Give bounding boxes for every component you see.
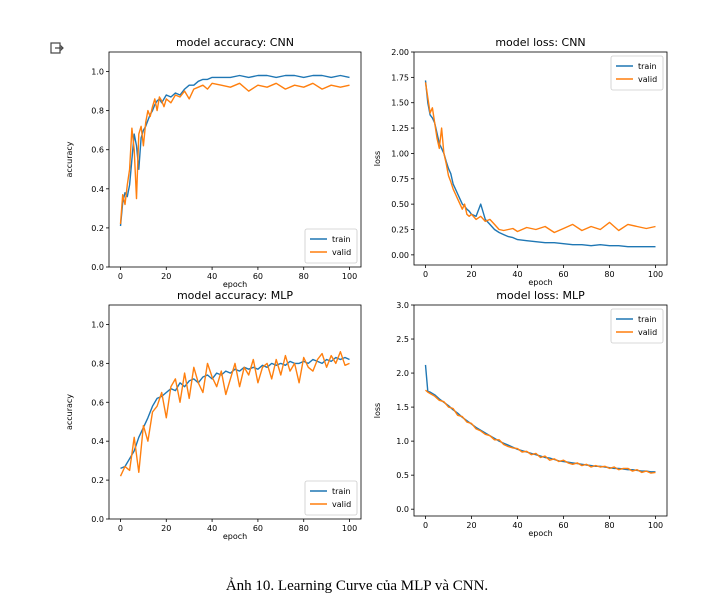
x-tick-label: 20	[466, 521, 476, 530]
y-tick-label: 1.75	[391, 73, 409, 82]
export-icon[interactable]	[50, 41, 64, 55]
legend-label-train: train	[332, 235, 351, 244]
y-tick-label: 1.50	[391, 99, 409, 108]
y-tick-label: 0.00	[391, 251, 409, 260]
y-tick-label: 1.0	[91, 320, 104, 329]
chart-mlp-loss: model loss: MLP 0 20 40 60 80 100 0.0 0.5 1.0 1.5 2…	[373, 289, 668, 538]
learning-curve-figure: model accuracy: CNN 0 20 40 60 80 100 0.0 0.2 0.4…	[65, 36, 668, 541]
x-tick-label: 60	[253, 272, 263, 281]
x-tick-label: 0	[118, 524, 123, 533]
y-tick-label: 0.0	[91, 263, 104, 272]
y-tick-label: 1.25	[391, 124, 409, 133]
series-line-valid	[424, 82, 656, 234]
y-tick-label: 0.4	[91, 437, 104, 446]
legend: train valid	[610, 308, 664, 344]
x-tick-label: 80	[299, 272, 309, 281]
y-tick-label: 3.0	[396, 301, 409, 310]
legend-label-valid: valid	[332, 248, 351, 257]
x-tick-label: 80	[299, 524, 309, 533]
series-line-train	[120, 356, 350, 470]
y-tick-label: 0.25	[391, 226, 409, 235]
y-tick-label: 1.5	[396, 403, 409, 412]
y-tick-label: 0.2	[91, 476, 104, 485]
legend-box	[610, 308, 664, 344]
legend-box	[304, 480, 358, 516]
x-axis-label: epoch	[223, 280, 247, 289]
figure-caption: Ảnh 10. Learning Curve của MLP và CNN.	[225, 578, 489, 594]
y-tick-label: 0.50	[391, 200, 409, 209]
y-tick-label: 0.5	[396, 471, 409, 480]
x-axis-label: epoch	[528, 278, 552, 287]
y-axis-label: accuracy	[65, 394, 74, 430]
legend-label-train: train	[638, 62, 657, 71]
chart-title: model accuracy: MLP	[177, 289, 293, 302]
y-tick-label: 0.8	[91, 359, 104, 368]
series-line-valid	[425, 389, 656, 474]
legend-label-valid: valid	[332, 500, 351, 509]
legend: train valid	[304, 228, 358, 264]
x-tick-label: 60	[558, 270, 568, 279]
y-tick-label: 2.5	[396, 335, 409, 344]
legend-box	[610, 55, 664, 91]
y-axis-label: accuracy	[65, 141, 74, 177]
chart-cnn-loss: model loss: CNN 0 20 40 60 80 100 0.00 0.25 0.50 0…	[373, 36, 668, 287]
chart-title: model accuracy: CNN	[176, 36, 294, 49]
legend: train valid	[304, 480, 358, 516]
x-tick-label: 60	[558, 521, 568, 530]
y-tick-label: 0.2	[91, 224, 104, 233]
legend-label-train: train	[332, 487, 351, 496]
y-axis-label: loss	[373, 403, 382, 418]
x-tick-label: 40	[207, 272, 217, 281]
chart-title: model loss: MLP	[496, 289, 585, 302]
x-tick-label: 100	[648, 270, 663, 279]
y-tick-label: 1.0	[91, 68, 104, 77]
legend-box	[304, 228, 358, 264]
x-tick-label: 100	[342, 272, 357, 281]
y-tick-label: 1.0	[396, 437, 409, 446]
x-tick-label: 20	[161, 272, 171, 281]
y-tick-label: 0.6	[91, 146, 104, 155]
x-tick-label: 0	[423, 521, 428, 530]
y-tick-label: 2.00	[391, 48, 409, 57]
series-line-valid	[119, 351, 350, 477]
export-icon-arrow	[55, 45, 64, 51]
x-axis-label: epoch	[528, 529, 552, 538]
x-tick-label: 40	[512, 521, 522, 530]
x-tick-label: 40	[512, 270, 522, 279]
y-tick-label: 2.0	[396, 369, 409, 378]
chart-title: model loss: CNN	[495, 36, 585, 49]
y-tick-label: 0.4	[91, 185, 104, 194]
x-tick-label: 80	[604, 521, 614, 530]
chart-mlp-accuracy: model accuracy: MLP 0 20 40 60 80 100 0.0 0.2 0.4…	[65, 289, 362, 541]
x-tick-label: 80	[604, 270, 614, 279]
chart-cnn-accuracy: model accuracy: CNN 0 20 40 60 80 100 0.0 0.2 0.4…	[65, 36, 362, 289]
y-axis-label: loss	[373, 151, 382, 166]
y-tick-label: 0.0	[396, 505, 409, 514]
x-tick-label: 100	[342, 524, 357, 533]
x-tick-label: 0	[423, 270, 428, 279]
y-tick-label: 0.0	[91, 515, 104, 524]
x-tick-label: 20	[161, 524, 171, 533]
x-tick-label: 60	[253, 524, 263, 533]
x-tick-label: 100	[648, 521, 663, 530]
y-tick-label: 0.8	[91, 107, 104, 116]
x-tick-label: 20	[466, 270, 476, 279]
y-tick-label: 0.6	[91, 398, 104, 407]
series-line-train	[424, 80, 656, 248]
legend-label-valid: valid	[638, 328, 657, 337]
x-tick-label: 0	[118, 272, 123, 281]
legend-label-train: train	[638, 315, 657, 324]
legend: train valid	[610, 55, 664, 91]
x-tick-label: 40	[207, 524, 217, 533]
legend-label-valid: valid	[638, 75, 657, 84]
x-axis-label: epoch	[223, 532, 247, 541]
series-line-valid	[119, 82, 350, 225]
y-tick-label: 1.00	[391, 149, 409, 158]
y-tick-label: 0.75	[391, 175, 409, 184]
